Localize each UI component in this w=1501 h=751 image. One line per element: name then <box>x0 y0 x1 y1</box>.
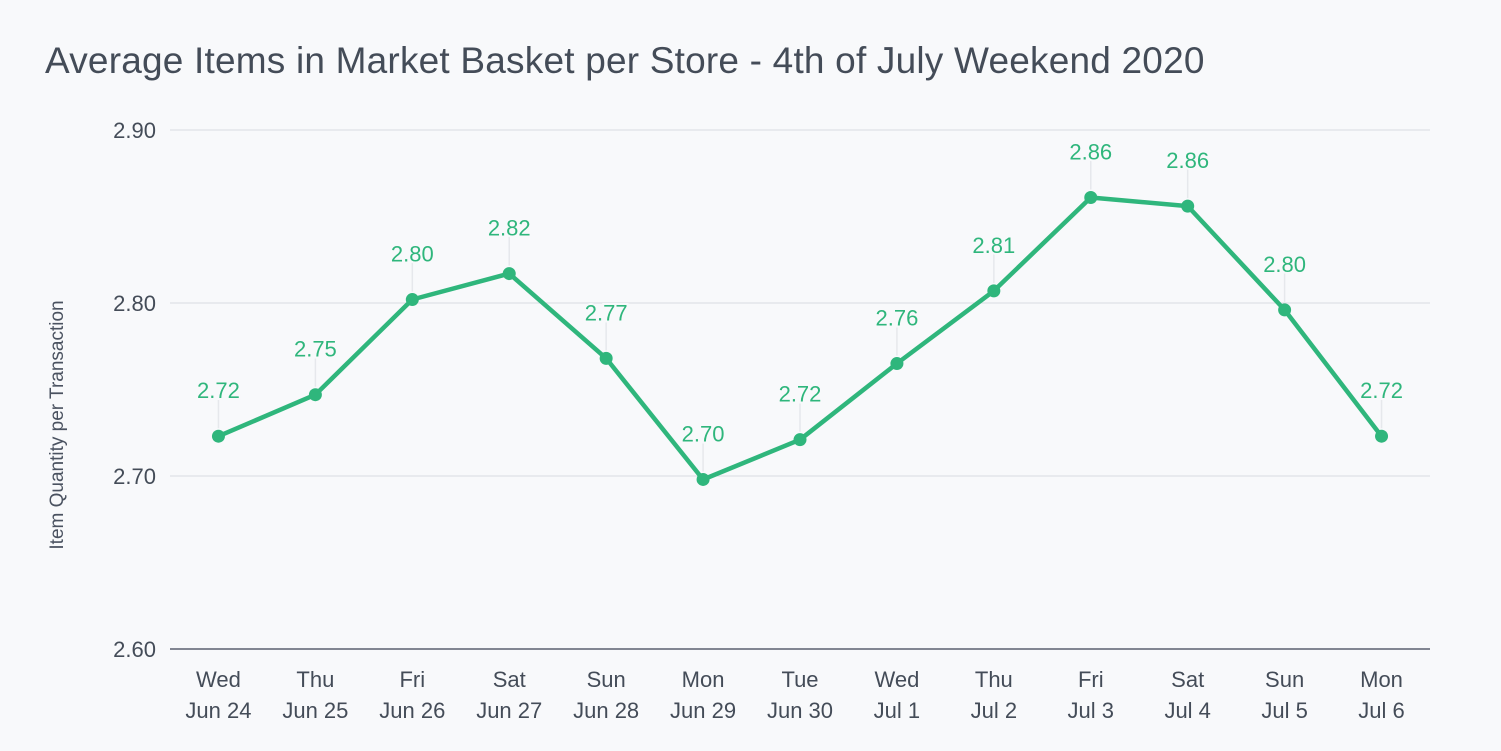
data-label: 2.75 <box>294 337 337 362</box>
data-point[interactable] <box>1181 199 1195 213</box>
y-tick-label: 2.90 <box>113 118 156 143</box>
data-point[interactable] <box>502 267 516 281</box>
x-tick-day: Sun <box>587 667 626 692</box>
x-tick-day: Thu <box>975 667 1013 692</box>
x-tick-day: Mon <box>682 667 725 692</box>
x-tick-day: Sat <box>493 667 526 692</box>
x-tick-day: Tue <box>781 667 818 692</box>
x-tick-date: Jun 29 <box>670 698 736 723</box>
x-tick-date: Jun 28 <box>573 698 639 723</box>
x-tick-day: Fri <box>399 667 425 692</box>
data-label: 2.77 <box>585 300 628 325</box>
x-tick-day: Wed <box>875 667 920 692</box>
label-leader-lines <box>217 159 1383 472</box>
data-point[interactable] <box>890 357 904 371</box>
data-label: 2.70 <box>682 421 725 446</box>
x-tick-date: Jul 1 <box>874 698 920 723</box>
data-point[interactable] <box>696 472 710 486</box>
data-point[interactable] <box>987 284 1001 298</box>
x-tick-date: Jun 27 <box>476 698 542 723</box>
x-tick-day: Mon <box>1360 667 1403 692</box>
x-tick-date: Jul 6 <box>1358 698 1404 723</box>
y-tick-label: 2.70 <box>113 464 156 489</box>
data-points <box>211 190 1389 486</box>
data-label: 2.86 <box>1069 139 1112 164</box>
x-tick-date: Jul 2 <box>971 698 1017 723</box>
data-label: 2.80 <box>1263 252 1306 277</box>
data-label: 2.81 <box>972 233 1015 258</box>
data-point[interactable] <box>405 293 419 307</box>
data-label: 2.82 <box>488 216 531 241</box>
chart-title: Average Items in Market Basket per Store… <box>45 40 1205 81</box>
x-axis-ticks: Wed Jun 24 Thu Jun 25 Fri Jun 26 Sat Jun 27 Sun J… <box>185 667 1404 723</box>
x-tick-day: Sun <box>1265 667 1304 692</box>
data-label: 2.86 <box>1166 148 1209 173</box>
data-point[interactable] <box>211 429 225 443</box>
gridlines <box>170 129 1430 650</box>
x-tick-date: Jun 24 <box>185 698 251 723</box>
data-point[interactable] <box>793 433 807 447</box>
data-labels: 2.72 2.75 2.80 2.82 2.77 2.70 2.72 2.76 2.81 2.86… <box>195 137 1405 448</box>
x-tick-date: Jun 30 <box>767 698 833 723</box>
data-point[interactable] <box>308 388 322 402</box>
y-tick-label: 2.80 <box>113 291 156 316</box>
y-axis-ticks: 2.90 2.80 2.70 2.60 <box>113 118 156 662</box>
x-tick-date: Jul 3 <box>1068 698 1114 723</box>
data-point[interactable] <box>1084 190 1098 204</box>
x-tick-day: Wed <box>196 667 241 692</box>
y-tick-label: 2.60 <box>113 637 156 662</box>
data-label: 2.72 <box>1360 378 1403 403</box>
x-tick-date: Jul 5 <box>1261 698 1307 723</box>
x-tick-day: Thu <box>296 667 334 692</box>
x-tick-date: Jul 4 <box>1164 698 1210 723</box>
data-point[interactable] <box>1375 429 1389 443</box>
data-point[interactable] <box>1278 303 1292 317</box>
data-label: 2.72 <box>779 382 822 407</box>
x-tick-day: Sat <box>1171 667 1204 692</box>
data-label: 2.76 <box>876 306 919 331</box>
x-tick-day: Fri <box>1078 667 1104 692</box>
data-point[interactable] <box>599 351 613 365</box>
x-tick-date: Jun 26 <box>379 698 445 723</box>
x-tick-date: Jun 25 <box>282 698 348 723</box>
data-label: 2.80 <box>391 242 434 267</box>
data-label: 2.72 <box>197 378 240 403</box>
